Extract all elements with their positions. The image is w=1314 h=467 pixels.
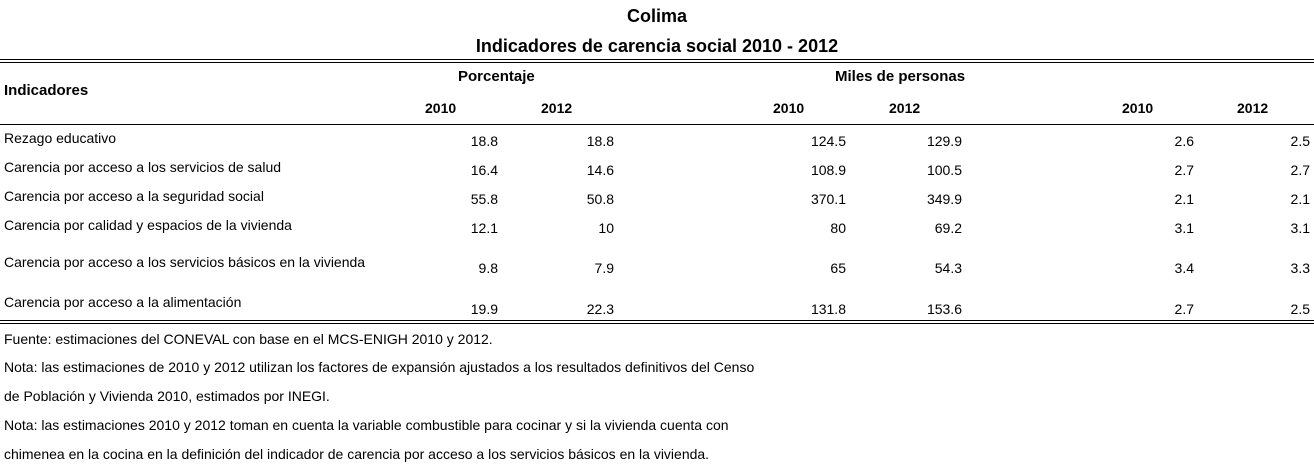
- cell-value: 65: [830, 260, 846, 276]
- table-title: Colima: [626, 6, 687, 26]
- source-note: Fuente: estimaciones del CONEVAL con bas…: [4, 331, 493, 347]
- cell-value: 22.3: [586, 301, 614, 317]
- cell-value: 18.8: [470, 133, 498, 149]
- footnote: Nota: las estimaciones de 2010 y 2012 ut…: [4, 359, 755, 375]
- cell-value: 54.3: [934, 260, 962, 276]
- header-porcentaje: Porcentaje: [458, 68, 535, 85]
- header-year: 2012: [889, 100, 921, 116]
- cell-value: 10: [598, 220, 614, 236]
- cell-value: 2.7: [1290, 162, 1310, 178]
- header-year: 2010: [425, 100, 457, 116]
- cell-value: 19.9: [470, 301, 498, 317]
- row-label: Carencia por acceso a los servicios bási…: [4, 254, 366, 270]
- header-year: 2010: [773, 100, 805, 116]
- cell-value: 16.4: [470, 162, 498, 178]
- cell-value: 2.5: [1290, 133, 1310, 149]
- cell-value: 129.9: [926, 133, 962, 149]
- footnote: Nota: las estimaciones 2010 y 2012 toman…: [4, 417, 729, 433]
- cell-value: 2.1: [1174, 191, 1194, 207]
- cell-value: 100.5: [926, 162, 962, 178]
- cell-value: 9.8: [478, 260, 498, 276]
- cell-value: 80: [830, 220, 846, 236]
- row-label: Carencia por acceso a los servicios de s…: [4, 159, 282, 175]
- cell-value: 2.7: [1174, 301, 1194, 317]
- cell-value: 2.1: [1290, 191, 1310, 207]
- bottom-rule-2: [0, 323, 1314, 324]
- top-rule-2: [0, 62, 1314, 63]
- cell-value: 14.6: [586, 162, 614, 178]
- row-label: Rezago educativo: [4, 130, 117, 146]
- cell-value: 153.6: [926, 301, 962, 317]
- cell-value: 2.7: [1174, 162, 1194, 178]
- cell-value: 131.8: [810, 301, 846, 317]
- cell-value: 7.9: [594, 260, 614, 276]
- top-rule-1: [0, 59, 1314, 60]
- cell-value: 12.1: [470, 220, 498, 236]
- table-subtitle: Indicadores de carencia social 2010 - 20…: [475, 36, 839, 56]
- cell-value: 124.5: [810, 133, 846, 149]
- cell-value: 55.8: [470, 191, 498, 207]
- cell-value: 349.9: [926, 191, 962, 207]
- header-indicadores: Indicadores: [4, 82, 89, 99]
- row-label: Carencia por calidad y espacios de la vi…: [4, 217, 292, 233]
- cell-value: 3.1: [1174, 220, 1194, 236]
- cell-value: 2.5: [1290, 301, 1310, 317]
- cell-value: 370.1: [810, 191, 846, 207]
- cell-value: 3.3: [1290, 260, 1310, 276]
- header-miles-de-personas: Miles de personas: [835, 68, 966, 85]
- header-year: 2012: [1237, 100, 1269, 116]
- header-year: 2012: [541, 100, 573, 116]
- cell-value: 2.6: [1174, 133, 1194, 149]
- header-rule: [0, 124, 1314, 125]
- cell-value: 50.8: [586, 191, 614, 207]
- bottom-rule-1: [0, 320, 1314, 321]
- cell-value: 3.1: [1290, 220, 1310, 236]
- cell-value: 18.8: [586, 133, 614, 149]
- header-year: 2010: [1122, 100, 1154, 116]
- row-label: Carencia por acceso a la seguridad socia…: [4, 188, 264, 204]
- cell-value: 3.4: [1174, 260, 1194, 276]
- row-label: Carencia por acceso a la alimentación: [4, 294, 242, 310]
- cell-value: 69.2: [934, 220, 962, 236]
- footnote: chimenea en la cocina en la definición d…: [4, 446, 710, 462]
- footnote: de Población y Vivienda 2010, estimados …: [4, 388, 330, 404]
- cell-value: 108.9: [810, 162, 846, 178]
